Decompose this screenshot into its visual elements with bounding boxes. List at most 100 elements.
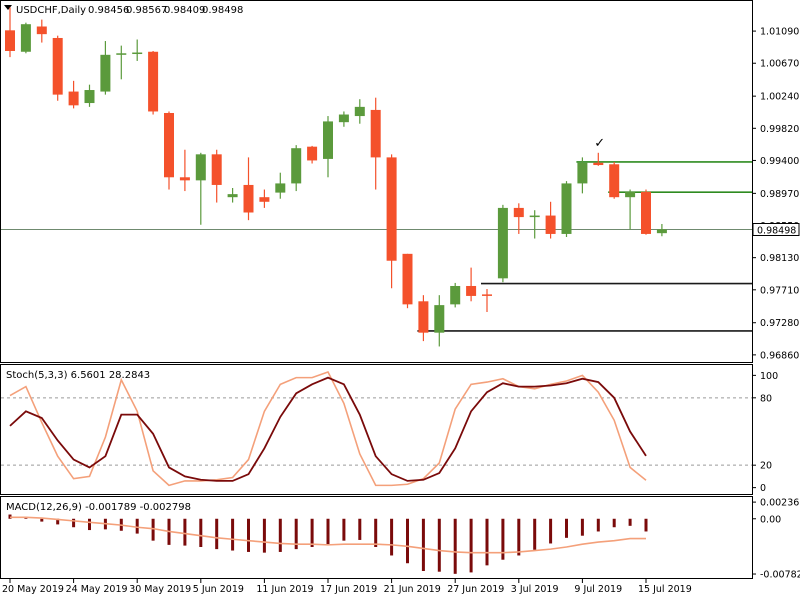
macd-histogram-bar [88, 518, 91, 531]
macd-histogram-bar [294, 518, 298, 550]
macd-histogram-bar [517, 518, 521, 556]
macd-histogram-bar [151, 518, 155, 541]
ohlc-high: 0.98567 [126, 5, 167, 16]
macd-histogram-bar [644, 518, 648, 532]
macd-histogram-bar [596, 518, 600, 532]
candle-body [561, 183, 572, 234]
macd-tick-label: 0.00 [760, 514, 781, 525]
candle-body [545, 215, 556, 234]
macd-histogram-bar [199, 518, 203, 547]
macd-histogram-bar [501, 518, 505, 560]
candle-body [386, 157, 397, 261]
candle-body [5, 30, 15, 51]
candle-body [148, 51, 159, 112]
stochastic-tick-label: 80 [760, 393, 772, 404]
candle-body [52, 37, 63, 95]
macd-histogram-bar [278, 518, 282, 552]
candle-body [450, 285, 461, 305]
candle-body [609, 164, 620, 198]
candle-body [625, 191, 636, 198]
macd-histogram-bar [406, 518, 409, 564]
macd-title: MACD(12,26,9) -0.001789 -0.002798 [6, 502, 191, 513]
stochastic-y-axis: 100 80 20 0 [1, 371, 778, 494]
price-tick-label: 0.96860 [760, 350, 799, 361]
candle-body [513, 207, 524, 218]
macd-histogram-bar [262, 518, 266, 553]
collapse-triangle-icon[interactable] [4, 5, 12, 10]
stochastic-tick-label: 100 [760, 371, 778, 382]
price-tick-label: 0.98970 [760, 189, 799, 200]
macd-histogram-bar [485, 518, 489, 566]
macd-tick-label: 0.00236 [760, 498, 799, 509]
candle-body [482, 294, 492, 296]
macd-histogram-bar [628, 518, 632, 526]
candle-body [179, 177, 190, 181]
candle-body [116, 53, 127, 55]
stochastic-lines [9, 371, 647, 487]
candle-body [36, 26, 47, 35]
candle-body [100, 54, 111, 92]
candle-body [402, 253, 413, 305]
ohlc-open: 0.98456 [88, 5, 129, 16]
candle-body [243, 184, 254, 213]
macd-histogram-bar [421, 518, 425, 571]
price-y-axis: 1.01090 1.00670 1.00240 0.99820 0.99400 0.989… [1, 27, 800, 361]
macd-signal-line [10, 516, 646, 554]
stochastic-tick-label: 20 [760, 461, 772, 472]
candle-body [323, 121, 333, 159]
macd-histogram-bar [453, 518, 457, 574]
macd-histogram-bar [310, 518, 314, 547]
candle-body [466, 285, 477, 296]
stochastic-main-line [9, 371, 647, 487]
date-tick-label: 5 Jun 2019 [193, 584, 244, 595]
stochastic-panel: Stoch(5,3,3) 6.5601 28.2843 100 80 20 0 [0, 364, 778, 495]
price-tick-label: 1.00240 [760, 92, 799, 103]
price-annotations: ✓ [594, 136, 605, 151]
macd-histogram-bar [437, 518, 441, 572]
macd-tick-label: -0.007828 [760, 570, 800, 581]
price-tick-label: 0.97280 [760, 318, 799, 329]
macd-histogram-bar [469, 518, 473, 573]
candle-body [641, 191, 651, 234]
macd-histogram-bar [135, 518, 139, 534]
candle-body [418, 301, 429, 333]
date-tick-label: 17 Jun 2019 [320, 584, 377, 595]
candle-body [370, 109, 381, 158]
macd-signal-polyline [10, 516, 646, 554]
stochastic-title: Stoch(5,3,3) 6.5601 28.2843 [6, 370, 150, 381]
stochastic-tick-label: 0 [760, 483, 766, 494]
date-tick-label: 27 Jun 2019 [447, 584, 504, 595]
macd-histogram-bar [56, 518, 60, 525]
price-panel: USDCHF,Daily 0.98456 0.98567 0.98409 0.9… [0, 0, 800, 363]
candle-body [434, 305, 445, 333]
candle-body [68, 91, 79, 106]
candle-body [656, 229, 667, 234]
date-tick-label: 3 Jul 2019 [511, 584, 559, 595]
stochastic-signal-line [9, 376, 647, 482]
price-tick-label: 0.99820 [760, 124, 799, 135]
current-price-label: 0.98498 [757, 225, 796, 236]
macd-y-axis: 0.00236 0.00 -0.007828 [752, 498, 800, 581]
candle-body [259, 197, 270, 202]
candle-body [291, 148, 302, 184]
macd-histogram-bar [390, 518, 394, 556]
price-tick-label: 0.97710 [760, 285, 799, 296]
macd-histogram-bar [565, 518, 568, 538]
date-tick-label: 11 Jun 2019 [256, 584, 313, 595]
macd-histogram-bar [247, 518, 250, 552]
current-price-box [752, 222, 800, 236]
macd-histogram-bar [231, 518, 235, 551]
candle-body [20, 24, 31, 52]
candle-body [338, 114, 349, 123]
ohlc-low: 0.98409 [164, 5, 205, 16]
macd-histogram-bar [612, 518, 616, 528]
price-tick-label: 1.00670 [760, 59, 799, 70]
candle-body [132, 52, 143, 55]
candle-body [164, 112, 174, 178]
candlesticks [5, 7, 667, 347]
date-tick-label: 9 Jul 2019 [574, 584, 622, 595]
candle-body [577, 162, 588, 184]
candle-body [354, 106, 365, 117]
price-tick-label: 0.99400 [760, 156, 799, 167]
